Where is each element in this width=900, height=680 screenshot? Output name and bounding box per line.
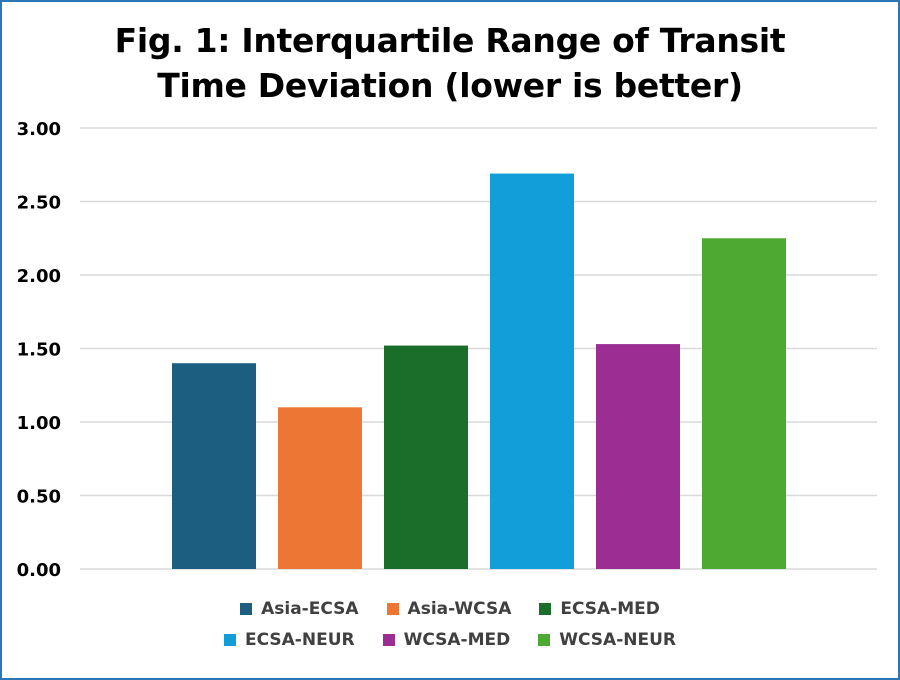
bar-wcsa-med: [596, 344, 680, 569]
legend-item-ecsa-neur: ECSA-NEUR: [224, 627, 355, 653]
legend-label: ECSA-NEUR: [245, 630, 355, 650]
legend-item-ecsa-med: ECSA-MED: [539, 596, 660, 622]
legend-swatch: [539, 603, 552, 615]
bar-ecsa-med: [384, 345, 468, 569]
legend: Asia-ECSA Asia-WCSA ECSA-MED ECSA-NEUR W…: [0, 596, 900, 658]
chart-title: Fig. 1: Interquartile Range of Transit T…: [60, 18, 840, 108]
legend-swatch: [538, 634, 551, 646]
legend-label: WCSA-MED: [403, 630, 511, 650]
bar-asia-wcsa: [278, 407, 362, 569]
legend-label: Asia-WCSA: [407, 599, 512, 619]
legend-label: ECSA-MED: [560, 599, 660, 619]
bar-asia-ecsa: [172, 363, 256, 569]
bar-ecsa-neur: [490, 173, 574, 569]
legend-label: Asia-ECSA: [261, 599, 359, 619]
y-tick-label: 3.00: [17, 119, 61, 140]
y-tick-label: 2.50: [17, 193, 61, 214]
legend-item-wcsa-neur: WCSA-NEUR: [538, 627, 676, 653]
legend-item-wcsa-med: WCSA-MED: [382, 627, 511, 653]
legend-swatch: [382, 634, 395, 646]
legend-item-asia-wcsa: Asia-WCSA: [386, 596, 512, 622]
legend-swatch: [224, 634, 236, 646]
y-tick-label: 0.00: [17, 560, 61, 581]
legend-swatch: [386, 603, 399, 615]
legend-item-asia-ecsa: Asia-ECSA: [240, 596, 359, 622]
y-tick-label: 1.00: [17, 413, 61, 434]
legend-swatch: [240, 603, 253, 615]
chart-title-line-1: Fig. 1: Interquartile Range of Transit: [114, 21, 786, 60]
chart-title-line-2: Time Deviation (lower is better): [157, 66, 743, 105]
legend-row-2: ECSA-NEUR WCSA-MED WCSA-NEUR: [0, 627, 900, 653]
y-tick-label: 2.00: [17, 266, 61, 287]
y-tick-label: 0.50: [17, 487, 61, 508]
y-tick-label: 1.50: [17, 340, 61, 361]
bar-wcsa-neur: [702, 238, 786, 569]
legend-row-1: Asia-ECSA Asia-WCSA ECSA-MED: [0, 596, 900, 622]
legend-label: WCSA-NEUR: [559, 630, 676, 650]
